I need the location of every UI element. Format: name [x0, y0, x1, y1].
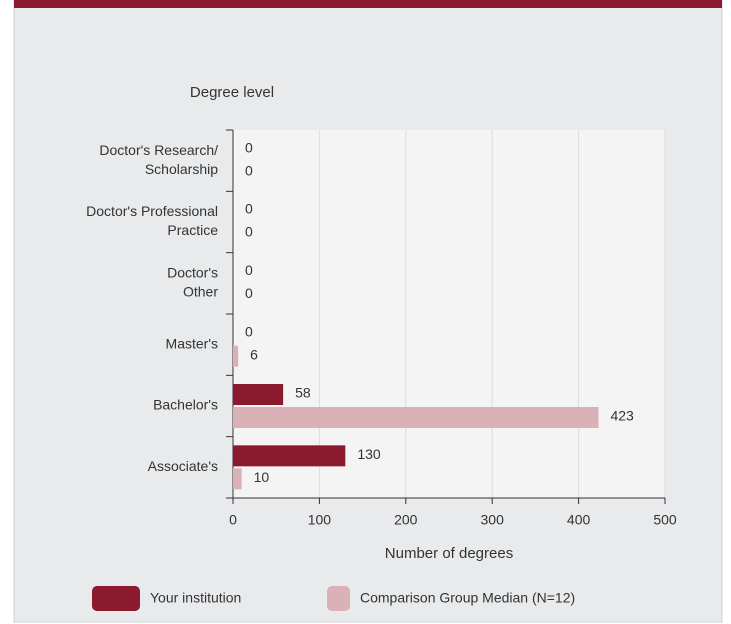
value-label: 0: [245, 224, 253, 240]
y-tick-label: Master's: [166, 335, 218, 351]
y-tick-label: Doctor's: [167, 265, 218, 281]
legend-label: Your institution: [150, 590, 241, 606]
x-tick-label: 400: [567, 512, 591, 528]
bar: [233, 445, 346, 467]
value-label: 0: [245, 162, 253, 178]
x-tick-label: 200: [394, 512, 418, 528]
value-label: 0: [245, 262, 253, 278]
y-tick-label: Associate's: [148, 458, 218, 474]
plot-area: [233, 130, 665, 498]
value-label: 0: [245, 323, 253, 339]
x-axis-title: Number of degrees: [385, 545, 513, 562]
x-tick-label: 500: [653, 512, 677, 528]
y-tick-label: Practice: [167, 222, 218, 238]
x-tick-label: 0: [229, 512, 237, 528]
bar: [233, 384, 284, 405]
legend-label: Comparison Group Median (N=12): [360, 590, 575, 606]
bar: [233, 345, 239, 367]
value-label: 130: [357, 446, 381, 462]
bar: [233, 468, 242, 490]
y-tick-label: Other: [183, 284, 218, 300]
y-tick-label: Scholarship: [145, 161, 218, 177]
value-label: 0: [245, 201, 253, 217]
bar: [233, 407, 599, 428]
y-tick-label: Bachelor's: [153, 397, 218, 413]
value-label: 0: [245, 139, 253, 155]
x-tick-label: 100: [308, 512, 332, 528]
y-tick-label: Doctor's Professional: [86, 203, 218, 219]
y-axis-title: Degree level: [190, 84, 274, 101]
y-tick-label: Doctor's Research/: [99, 142, 218, 158]
value-label: 58: [295, 385, 311, 401]
legend-swatch: [327, 586, 350, 611]
value-label: 423: [610, 408, 634, 424]
top-bar: [14, 0, 722, 8]
legend-swatch: [92, 586, 140, 611]
value-label: 10: [254, 469, 270, 485]
x-tick-label: 300: [481, 512, 505, 528]
value-label: 6: [250, 346, 258, 362]
value-label: 0: [245, 285, 253, 301]
